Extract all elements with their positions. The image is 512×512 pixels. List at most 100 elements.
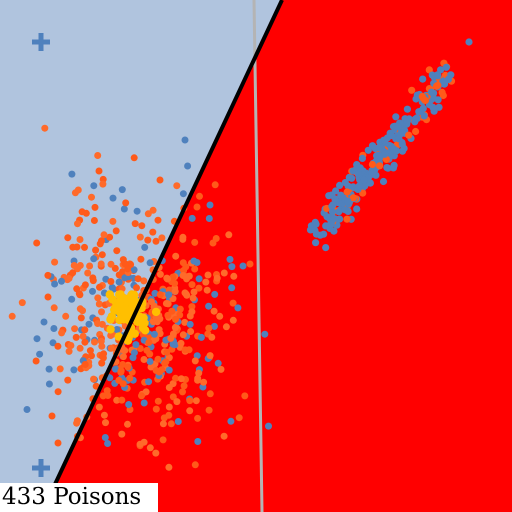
poison-point [48,412,56,420]
poison-point [168,307,176,315]
poison-point [143,346,151,354]
clean-point [228,263,236,271]
poison-point [56,365,64,373]
clean-point [206,201,214,209]
poison-point [156,330,164,338]
poison-point [124,265,132,273]
poison-point [152,449,160,457]
poison-point [69,269,77,277]
poison-point [152,314,160,322]
clean-point [129,354,137,362]
target-point [130,295,139,305]
poison-point [165,463,173,471]
poison-point [154,397,162,405]
clean-point [336,181,344,189]
poison-point [169,330,177,338]
poison-point [95,300,103,308]
poison-point [229,299,237,307]
poison-point [146,444,154,452]
clean-point [101,434,109,441]
clean-point [435,103,443,111]
clean-point [197,333,205,341]
clean-point [311,226,319,235]
clean-point [442,63,450,71]
poison-point [425,66,433,74]
poison-point [225,231,233,239]
poison-point [349,194,357,202]
poison-point [421,96,429,104]
poison-point [106,233,114,241]
poison-point [121,260,129,268]
clean-point [211,290,219,298]
poison-point [118,430,126,438]
poison-count: 433 [2,484,46,510]
poison-point [54,388,62,396]
poison-point [64,376,72,384]
poison-point [96,283,103,291]
poison-point [179,388,186,396]
clean-point [90,255,98,263]
poison-point [172,252,180,260]
poison-point [88,352,95,360]
poison-point [124,420,131,428]
target-point [111,306,120,315]
clean-point [330,227,338,235]
poison-point [112,227,120,235]
poison-point [433,82,441,90]
poison-point [438,88,446,96]
poison-point [115,376,123,384]
poison-point [208,333,216,341]
poison-point [73,243,81,251]
poison-point [191,238,199,246]
poison-point [136,440,144,448]
poison-point [194,374,202,382]
clean-point [437,66,445,74]
poison-point [156,176,164,184]
clean-point [150,330,158,338]
poison-point [158,234,166,242]
poison-point [133,284,140,292]
clean-point [393,147,401,155]
poison-point [203,286,211,294]
clean-point [36,350,44,358]
poison-point [99,180,107,188]
poison-point [81,281,89,289]
clean-point [234,304,242,312]
clean-point [375,151,383,159]
clean-point [356,164,364,172]
clean-point [265,422,272,430]
poison-point [405,131,413,139]
poison-point [118,396,126,404]
target-point [151,307,161,317]
poison-point [162,300,170,307]
plus-icon [32,459,50,477]
clean-point [104,440,112,447]
clean-point [51,280,59,288]
poison-point [194,414,202,422]
poison-point [98,251,106,259]
clean-point [165,366,173,374]
target-point [115,291,125,300]
clean-point [118,186,126,194]
poison-point [115,271,123,279]
clean-point [227,417,235,425]
poison-point [58,329,66,337]
poison-point [90,375,98,383]
poison-point [64,234,72,242]
poison-point [186,407,194,415]
clean-point [379,177,388,186]
poison-point [149,206,157,214]
target-point [141,326,150,335]
poison-point [195,369,203,377]
poison-point [140,277,148,285]
clean-point [403,105,411,113]
poison-point [95,403,103,411]
poison-point [79,332,87,340]
poison-point [190,288,198,296]
poison-point [195,284,203,292]
clean-point [106,374,114,382]
clean-point [364,146,372,154]
poison-point [188,303,196,311]
clean-point [120,205,128,213]
